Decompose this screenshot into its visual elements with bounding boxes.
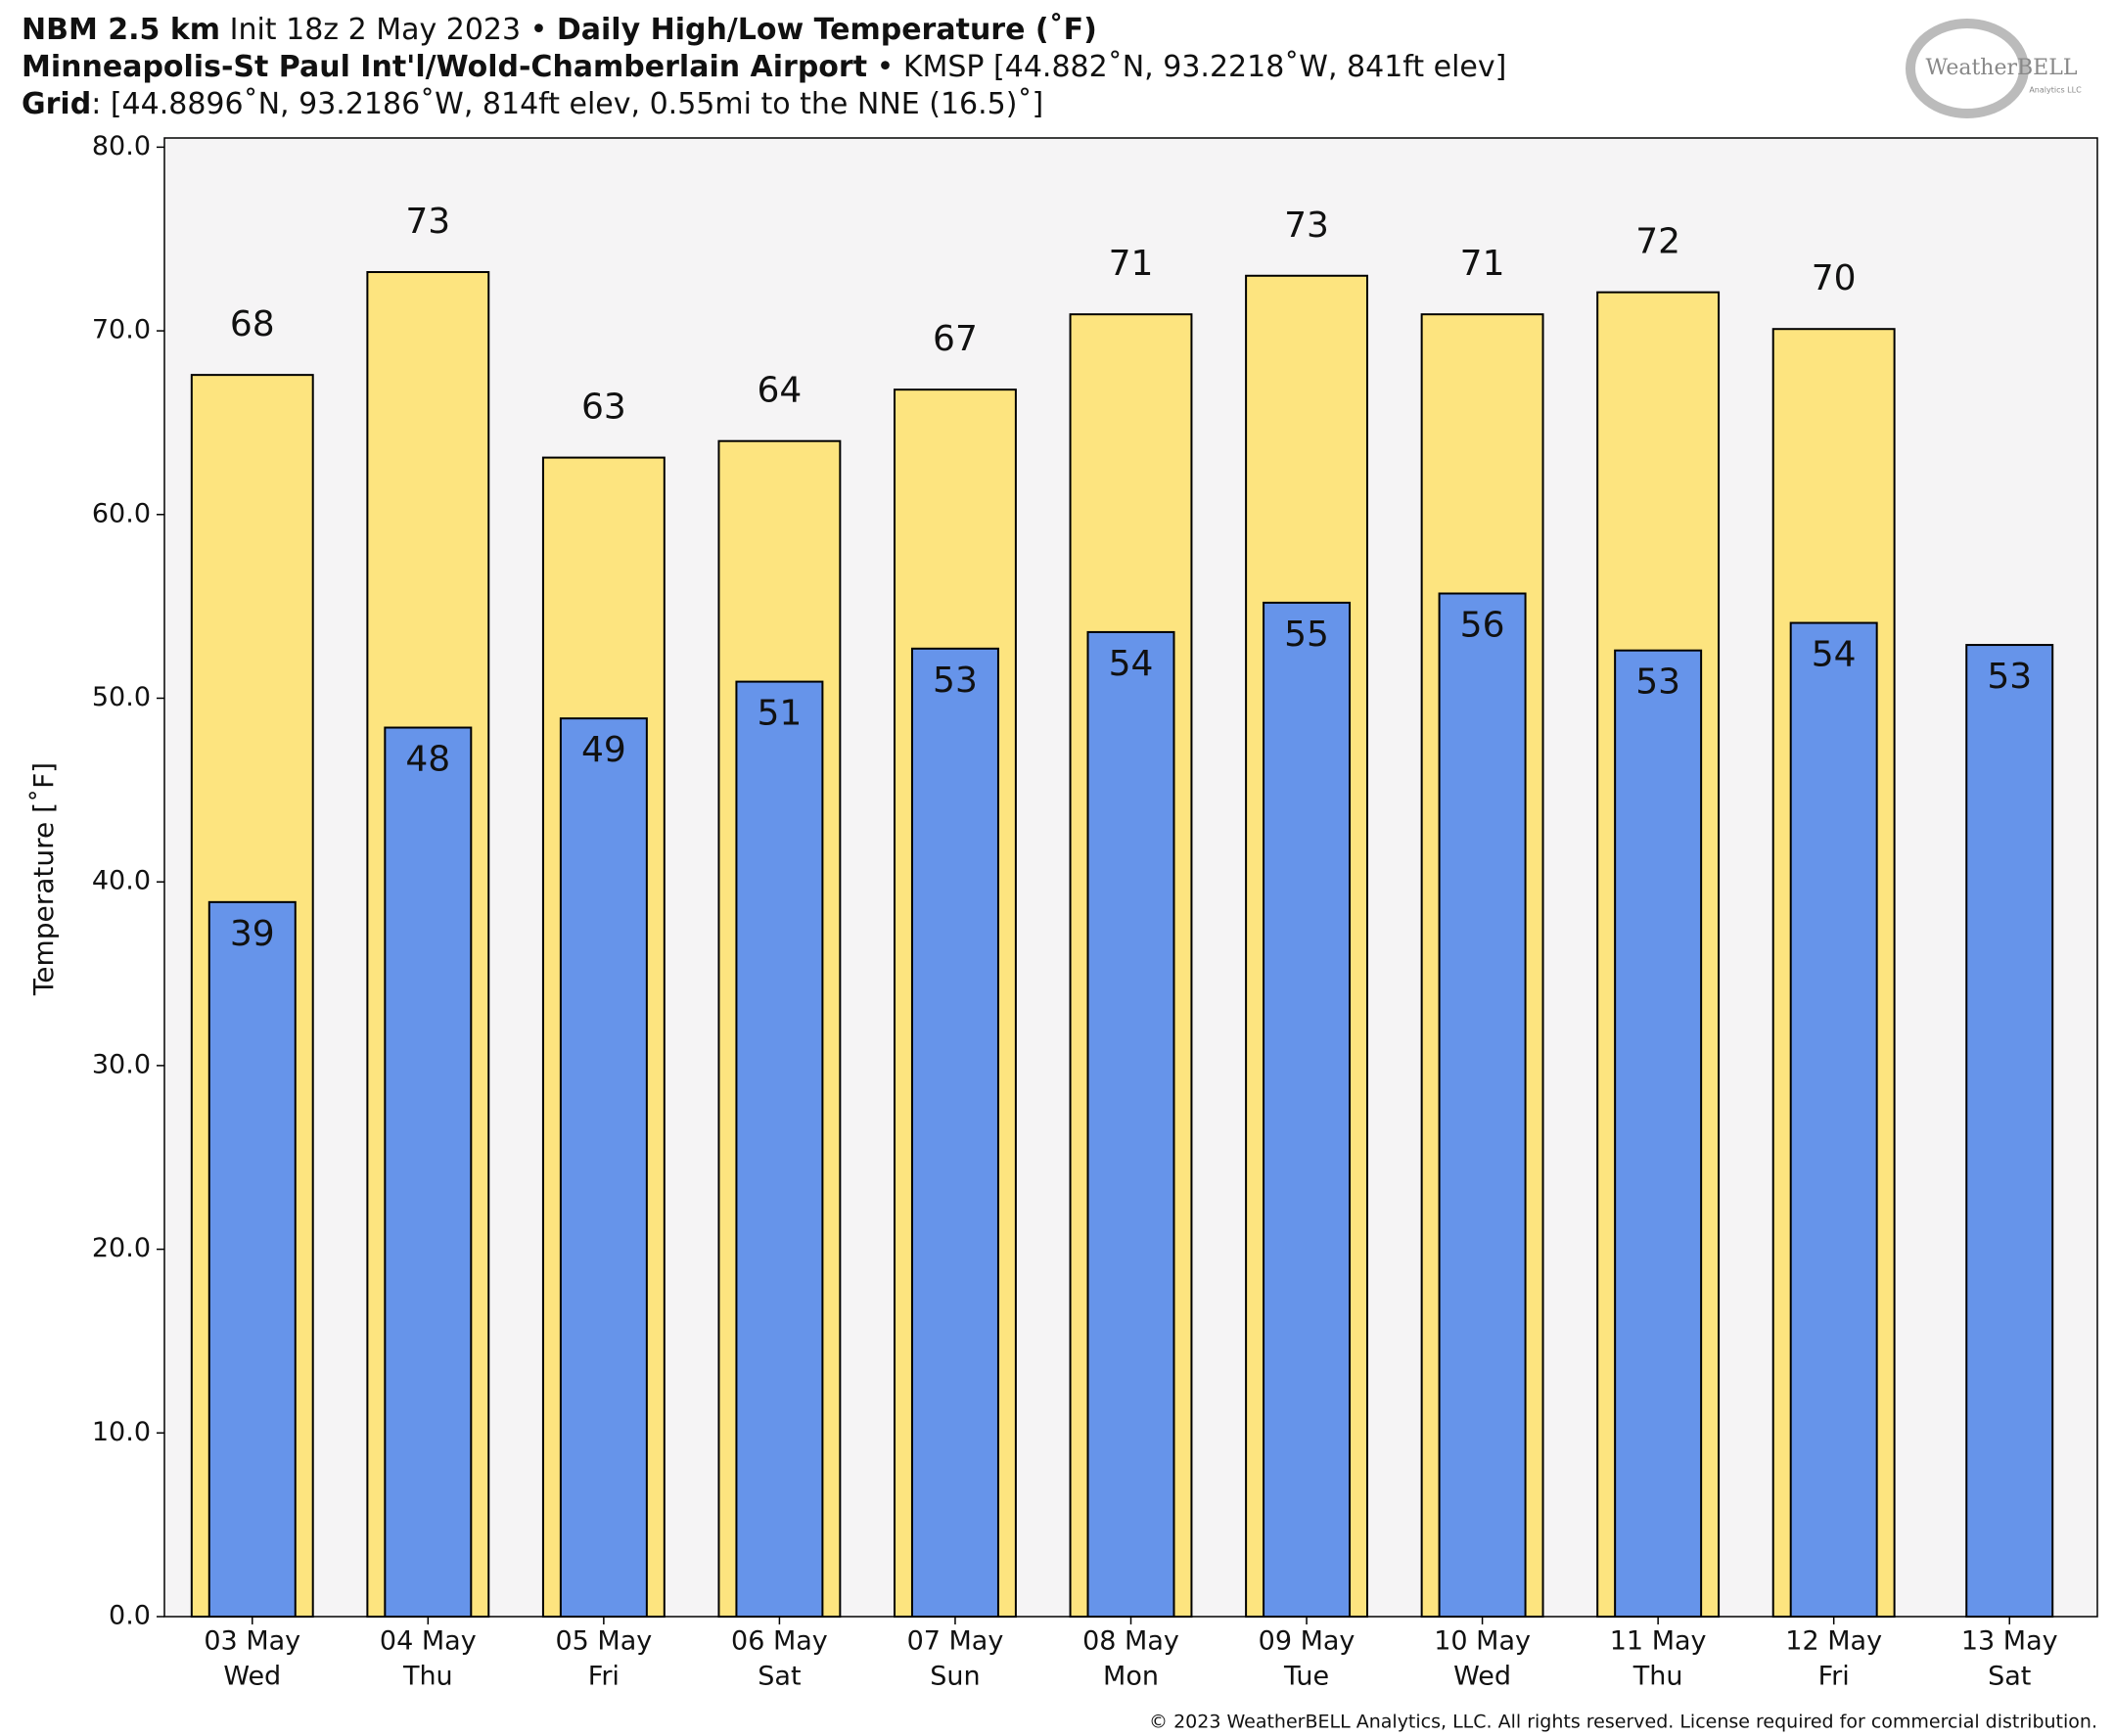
- value-label: 71: [1460, 244, 1505, 284]
- x-tick-weekday: Fri: [588, 1662, 620, 1692]
- value-label: 53: [1987, 657, 2032, 697]
- y-axis-label: Temperature [˚F]: [27, 762, 60, 996]
- value-label: 71: [1109, 244, 1154, 284]
- x-tick-label: 06 May: [731, 1626, 828, 1657]
- x-tick-weekday: Tue: [1283, 1662, 1329, 1692]
- copyright: © 2023 WeatherBELL Analytics, LLC. All r…: [1149, 1712, 2097, 1733]
- x-tick-weekday: Wed: [1453, 1662, 1511, 1692]
- value-label: 39: [230, 914, 275, 954]
- title-segment: NBM 2.5 km: [22, 13, 220, 47]
- bar: [1438, 592, 1527, 1618]
- logo-sub: Analytics LLC: [2029, 86, 2082, 95]
- y-tick-label: 60.0: [92, 498, 151, 528]
- y-tick-label: 40.0: [92, 866, 151, 896]
- y-tick-label: 70.0: [92, 315, 151, 345]
- value-label: 67: [933, 319, 978, 359]
- title-segment: Minneapolis-St Paul Int'l/Wold-Chamberla…: [22, 50, 867, 84]
- title-line: NBM 2.5 km Init 18z 2 May 2023 • Daily H…: [22, 12, 1097, 47]
- title-line: Minneapolis-St Paul Int'l/Wold-Chamberla…: [22, 50, 1506, 84]
- bar: [1263, 601, 1352, 1618]
- value-label: 53: [933, 661, 978, 701]
- x-tick-label: 04 May: [380, 1626, 477, 1657]
- x-tick-weekday: Sat: [1988, 1662, 2031, 1692]
- bar: [384, 726, 473, 1618]
- value-label: 73: [405, 202, 450, 242]
- x-tick-label: 05 May: [555, 1626, 652, 1657]
- x-tick-label: 13 May: [1961, 1626, 2058, 1657]
- x-tick-weekday: Wed: [223, 1662, 281, 1692]
- y-tick-label: 10.0: [92, 1417, 151, 1447]
- bar: [910, 647, 999, 1618]
- bar: [559, 717, 648, 1618]
- value-label: 73: [1284, 206, 1329, 246]
- bar: [207, 900, 297, 1618]
- x-tick-weekday: Thu: [402, 1662, 453, 1692]
- value-label: 55: [1284, 615, 1329, 655]
- bar: [1789, 621, 1878, 1618]
- bar: [1614, 649, 1703, 1618]
- value-label: 56: [1460, 606, 1505, 646]
- x-tick-label: 12 May: [1785, 1626, 1882, 1657]
- title-segment: Daily High/Low Temperature (˚F): [557, 12, 1097, 47]
- x-tick-label: 10 May: [1434, 1626, 1531, 1657]
- value-label: 49: [581, 730, 626, 770]
- x-tick-label: 07 May: [907, 1626, 1004, 1657]
- value-label: 53: [1635, 662, 1680, 703]
- x-tick-label: 09 May: [1259, 1626, 1356, 1657]
- y-tick-label: 20.0: [92, 1233, 151, 1263]
- x-tick-label: 11 May: [1610, 1626, 1707, 1657]
- value-label: 48: [405, 740, 450, 780]
- y-tick-label: 80.0: [92, 131, 151, 161]
- x-tick-label: 03 May: [204, 1626, 300, 1657]
- title-segment: Init 18z 2 May 2023 •: [220, 13, 557, 47]
- x-tick-weekday: Fri: [1818, 1662, 1850, 1692]
- x-tick-label: 08 May: [1082, 1626, 1179, 1657]
- bar: [735, 680, 824, 1618]
- x-tick-weekday: Mon: [1103, 1662, 1159, 1692]
- x-tick-weekday: Thu: [1632, 1662, 1683, 1692]
- value-label: 72: [1635, 222, 1680, 262]
- x-tick-weekday: Sat: [758, 1662, 801, 1692]
- x-tick-weekday: Sun: [930, 1662, 980, 1692]
- title-segment: Grid: [22, 87, 91, 121]
- value-label: 63: [581, 388, 626, 428]
- value-label: 64: [758, 371, 803, 411]
- value-label: 54: [1109, 644, 1154, 684]
- value-label: 70: [1812, 258, 1857, 298]
- y-tick-label: 30.0: [92, 1049, 151, 1079]
- y-tick-label: 50.0: [92, 682, 151, 712]
- value-label: 51: [758, 694, 803, 734]
- title-segment: : [44.8896˚N, 93.2186˚W, 814ft elev, 0.5…: [91, 87, 1043, 121]
- title-segment: • KMSP [44.882˚N, 93.2218˚W, 841ft elev]: [867, 50, 1506, 84]
- title-line: Grid: [44.8896˚N, 93.2186˚W, 814ft elev,…: [22, 87, 1043, 121]
- bar: [1086, 630, 1175, 1618]
- logo-text: WeatherBELL: [1926, 56, 2078, 80]
- logo-swirl: [1906, 19, 2029, 118]
- value-label: 54: [1812, 635, 1857, 675]
- y-tick-label: 0.0: [109, 1601, 151, 1631]
- value-label: 68: [230, 304, 275, 344]
- bar: [1965, 644, 2054, 1618]
